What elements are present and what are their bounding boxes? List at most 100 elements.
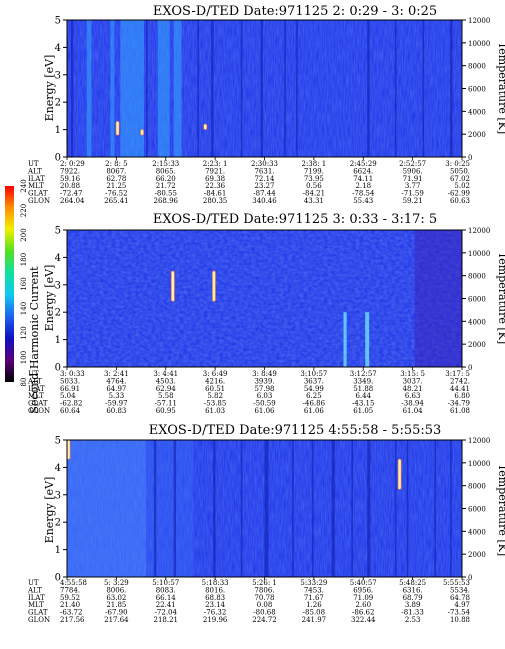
- table-cell: 55.43: [353, 197, 373, 205]
- y-tick-label: 1: [55, 125, 61, 136]
- table-cell: -43.15: [352, 400, 374, 408]
- panel-3-y2label: Temperature [K]: [496, 464, 505, 556]
- table-row-label: ILAT: [28, 175, 45, 183]
- y-tick-label: 2: [55, 98, 61, 109]
- y-tick-label: 3: [55, 70, 61, 81]
- table-row-label: MLT: [28, 601, 44, 609]
- table-cell: 3:12:57: [350, 370, 377, 378]
- heatmap-streak: [211, 20, 214, 157]
- heatmap-spike: [397, 458, 402, 490]
- heatmap-streak: [240, 440, 243, 577]
- table-cell: 219.96: [203, 616, 228, 624]
- heatmap-streak: [367, 440, 371, 577]
- table-cell: -34.79: [448, 400, 470, 408]
- table-cell: 3: 0:33: [60, 370, 85, 378]
- table-cell: 217.64: [104, 616, 129, 624]
- heatmap-streak: [367, 20, 370, 157]
- table-cell: 5:48:25: [399, 579, 426, 587]
- table-cell: 60.95: [156, 407, 176, 415]
- table-cell: 2:45:29: [350, 160, 377, 168]
- heatmap-spike: [140, 129, 144, 136]
- table-cell: 61.03: [205, 407, 225, 415]
- heatmap-streak: [284, 20, 286, 157]
- table-cell: 2:15:33: [152, 160, 179, 168]
- heatmap-streak: [146, 20, 148, 157]
- table-row-label: UT: [28, 160, 39, 168]
- table-cell: 68.83: [205, 594, 225, 602]
- table-cell: -59.97: [105, 400, 127, 408]
- heatmap-streak: [406, 440, 409, 577]
- y-tick-label: 3: [55, 280, 61, 291]
- table-cell: 2: 0:29: [60, 160, 85, 168]
- y2-tick-label: 2000: [468, 551, 486, 559]
- heatmap-streak: [264, 440, 269, 577]
- y2-tick-label: 6000: [468, 296, 486, 304]
- table-row-label: ALT: [27, 377, 42, 385]
- table-cell: 20.88: [60, 182, 80, 190]
- table-cell: 5: 3:29: [104, 579, 129, 587]
- y2-tick-label: 4000: [468, 318, 486, 326]
- table-cell: -84.21: [303, 190, 325, 198]
- table-cell: 64.97: [106, 385, 126, 393]
- table-cell: 62.94: [156, 385, 177, 393]
- table-cell: 322.44: [351, 616, 376, 624]
- table-cell: 3037.: [403, 377, 423, 385]
- table-cell: 61.08: [450, 407, 470, 415]
- colorbar-tick-label: 140: [20, 302, 28, 315]
- panel-1-y2label: Temperature [K]: [496, 42, 505, 134]
- table-cell: -63.72: [60, 609, 82, 617]
- y2-tick-label: 8000: [468, 483, 486, 491]
- panel-3: EXOS-D/TED Date:971125 4:55:58 - 5:55:53…: [27, 423, 505, 624]
- y2-tick-label: 2000: [468, 341, 486, 349]
- table-cell: -73.54: [448, 609, 471, 617]
- y-tick-label: 5: [55, 16, 61, 27]
- table-cell: 2:38: 1: [301, 160, 326, 168]
- heatmap-streak: [120, 20, 145, 157]
- table-cell: 5:33:29: [300, 579, 327, 587]
- table-cell: 7631.: [254, 167, 274, 175]
- heatmap-streak: [296, 20, 298, 157]
- table-cell: 5050.: [450, 167, 470, 175]
- table-cell: -57.11: [155, 400, 177, 408]
- table-cell: 74.11: [353, 175, 373, 183]
- table-cell: -38.94: [401, 400, 424, 408]
- table-cell: -46.86: [303, 400, 326, 408]
- table-cell: 3: 8:49: [252, 370, 277, 378]
- table-cell: 6.63: [405, 392, 421, 400]
- table-row-label: MLT: [28, 182, 44, 190]
- table-cell: 21.72: [156, 182, 176, 190]
- table-row-label: UT: [28, 579, 39, 587]
- table-cell: 8065.: [156, 167, 176, 175]
- heatmap-streak: [157, 20, 170, 157]
- table-cell: 68.79: [403, 594, 423, 602]
- table-cell: 280.35: [203, 197, 228, 205]
- table-cell: 4216.: [205, 377, 225, 385]
- colorbar-tick-label: 100: [20, 351, 28, 364]
- y-tick-label: 0: [55, 363, 61, 374]
- y-tick-label: 5: [55, 226, 61, 237]
- table-cell: 44.41: [450, 385, 470, 393]
- y2-tick-label: 12000: [468, 437, 490, 445]
- table-cell: 3:15: 5: [400, 370, 425, 378]
- table-cell: 8067.: [106, 167, 126, 175]
- y-tick-label: 5: [55, 436, 61, 447]
- table-cell: 5.02: [454, 182, 470, 190]
- heatmap-streak: [450, 440, 452, 577]
- table-cell: 54.99: [304, 385, 324, 393]
- y2-tick-label: 12000: [468, 17, 490, 25]
- heatmap-spike: [203, 123, 208, 130]
- table-cell: 67.02: [450, 175, 470, 183]
- colorbar-tick-label: 240: [20, 179, 28, 192]
- table-row-label: ALT: [27, 167, 42, 175]
- heatmap-streak: [292, 440, 294, 577]
- table-cell: 60.51: [205, 385, 225, 393]
- y-tick-label: 1: [55, 335, 61, 346]
- table-cell: 2:23: 1: [203, 160, 228, 168]
- table-cell: -62.99: [448, 190, 470, 198]
- y-tick-label: 2: [55, 518, 61, 529]
- heatmap-spike: [212, 270, 216, 302]
- table-cell: 22.36: [205, 182, 226, 190]
- panel-2-table: UT 3: 0:33 3: 2:41 3: 4:41 3: 6:49 3: 8:49 3:1…: [27, 370, 470, 415]
- heatmap-spike: [171, 270, 175, 302]
